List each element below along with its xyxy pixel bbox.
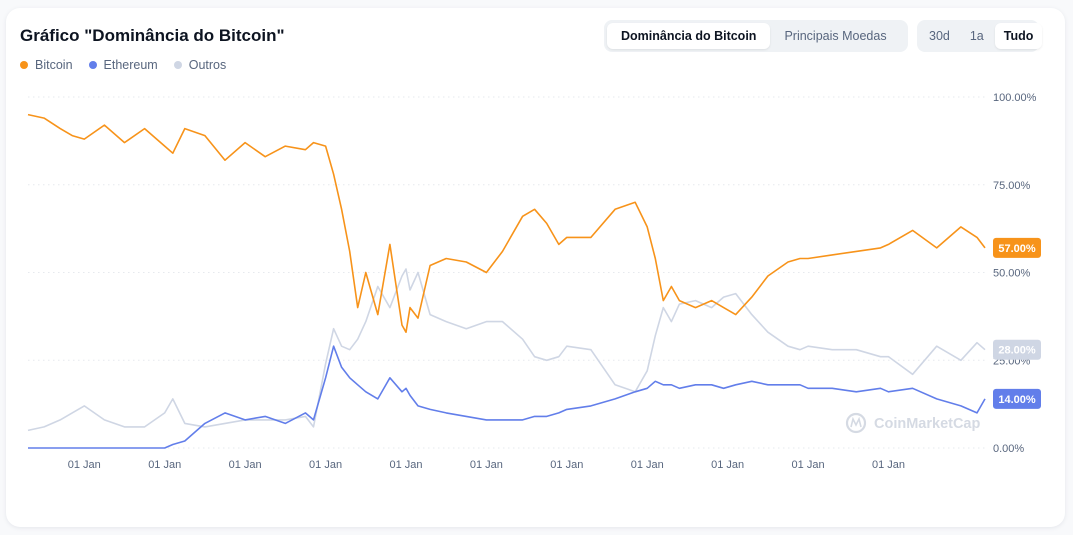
legend-item-bitcoin[interactable]: Bitcoin <box>20 58 73 72</box>
tab-top-coins[interactable]: Principais Moedas <box>784 29 887 43</box>
y-tick-label: 0.00% <box>993 443 1024 455</box>
last-value-badge-outros: 28.00% <box>993 339 1041 360</box>
badge-label: 28.00% <box>998 345 1036 357</box>
y-tick-label: 75.00% <box>993 180 1031 192</box>
range-1y-button[interactable]: 1a <box>969 29 984 43</box>
last-value-badges: 57.00% 28.00% 14.00% <box>993 237 1041 409</box>
time-range-toggle: 30d 1a Tudo <box>917 20 1043 52</box>
legend-item-outros[interactable]: Outros <box>173 58 227 72</box>
x-tick-label: 01 Jan <box>389 459 422 471</box>
x-tick-label: 01 Jan <box>631 459 664 471</box>
legend-dot-outros <box>173 61 182 69</box>
legend-dot-bitcoin <box>20 61 28 69</box>
last-value-badge-ethereum: 14.00% <box>993 388 1041 409</box>
chart-grid <box>28 96 985 449</box>
series-lines <box>27 113 986 449</box>
badge-label: 14.00% <box>998 394 1036 406</box>
badge-background <box>993 388 1041 409</box>
badge-label: 57.00% <box>998 243 1036 255</box>
legend-label-outros: Outros <box>188 58 227 72</box>
x-tick-label: 01 Jan <box>792 459 825 471</box>
tab-bitcoin-dominance[interactable]: Dominância do Bitcoin <box>607 23 771 49</box>
badge-background <box>993 339 1041 360</box>
x-axis-ticks: 01 Jan 01 Jan 01 Jan 01 Jan 01 Jan 01 Jan 01 J… <box>68 459 905 471</box>
badge-background <box>993 237 1041 258</box>
y-tick-label: 100.00% <box>993 92 1037 104</box>
coinmarketcap-logo-mark <box>850 416 862 428</box>
legend: Bitcoin Ethereum Outros <box>20 58 226 72</box>
last-value-badge-bitcoin: 57.00% <box>993 237 1041 258</box>
watermark: CoinMarketCap <box>845 412 980 434</box>
series-line-bitcoin <box>27 113 986 333</box>
x-tick-label: 01 Jan <box>711 459 744 471</box>
x-tick-label: 01 Jan <box>470 459 503 471</box>
y-tick-label: 50.00% <box>993 268 1031 280</box>
x-tick-label: 01 Jan <box>68 459 101 471</box>
watermark-text: CoinMarketCap <box>874 416 980 432</box>
chart-type-toggle: Dominância do Bitcoin Principais Moedas <box>604 20 908 52</box>
x-tick-label: 01 Jan <box>229 459 262 471</box>
series-line-outros <box>27 268 986 432</box>
x-tick-label: 01 Jan <box>148 459 181 471</box>
chart-card <box>6 8 1065 527</box>
legend-dot-ethereum <box>88 61 97 69</box>
legend-label-bitcoin: Bitcoin <box>35 58 73 72</box>
legend-item-ethereum[interactable]: Ethereum <box>88 58 158 72</box>
range-all-button[interactable]: Tudo <box>994 23 1043 49</box>
x-tick-label: 01 Jan <box>872 459 905 471</box>
x-tick-label: 01 Jan <box>550 459 583 471</box>
range-30d-button[interactable]: 30d <box>929 29 950 43</box>
coinmarketcap-logo-icon <box>845 412 867 434</box>
chart-title: Gráfico "Dominância do Bitcoin" <box>20 26 285 45</box>
legend-label-ethereum: Ethereum <box>103 58 158 72</box>
series-line-ethereum <box>28 345 986 449</box>
x-tick-label: 01 Jan <box>309 459 342 471</box>
